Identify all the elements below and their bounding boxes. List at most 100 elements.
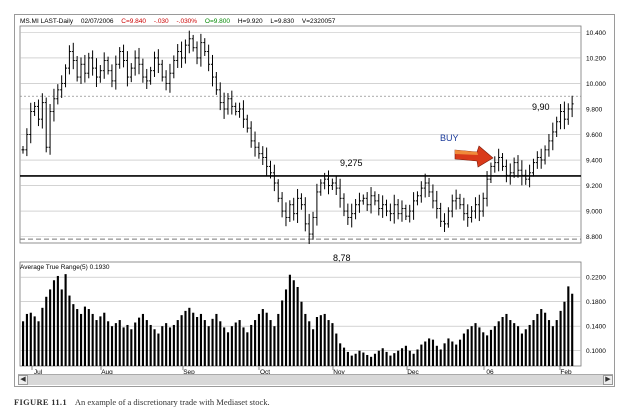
ohlc-bar	[377, 193, 381, 216]
atr-bar	[134, 322, 137, 366]
atr-bar	[428, 338, 431, 366]
ohlc-bar	[528, 164, 532, 188]
atr-panel: 0.1000 0.1400 0.1800 0.2200	[19, 261, 606, 367]
ohlc-bar	[501, 153, 505, 171]
atr-bar	[370, 356, 373, 366]
ohlc-bar	[531, 158, 535, 177]
ohlc-bar	[338, 178, 342, 208]
ohlc-bar	[454, 189, 458, 210]
ohlc-bar	[203, 38, 207, 56]
price-tick-label: 9.400	[586, 158, 603, 165]
atr-bar	[110, 326, 114, 366]
ohlc-bar	[160, 59, 164, 82]
atr-bar	[520, 333, 523, 366]
atr-bar	[571, 293, 574, 366]
atr-bar	[215, 313, 218, 366]
ohlc-bar	[44, 97, 48, 153]
atr-bar	[254, 320, 257, 366]
atr-bar	[56, 275, 59, 366]
atr-bar	[184, 310, 187, 366]
atr-bar	[404, 345, 407, 366]
ohlc-bar	[64, 64, 68, 88]
ohlc-bar	[149, 66, 153, 85]
ohlc-bar	[504, 159, 508, 183]
ohlc-bar	[489, 162, 493, 184]
atr-bar	[489, 329, 493, 366]
price-tick-label: 8.800	[586, 234, 603, 241]
ohlc-bar	[40, 93, 44, 129]
change-value: -.030	[153, 18, 169, 25]
ohlc-bar	[350, 203, 354, 228]
atr-bar	[555, 320, 558, 366]
atr-bar	[331, 323, 334, 366]
ohlc-bar	[543, 145, 547, 165]
annotation-878: 8,78	[333, 253, 351, 263]
ohlc-bar	[392, 194, 396, 224]
atr-bar	[544, 312, 547, 366]
atr-bar	[315, 317, 319, 366]
ohlc-bar	[106, 56, 110, 75]
atr-bar	[497, 321, 500, 366]
scroll-left-icon[interactable]: ◀	[18, 375, 28, 385]
atr-bar	[455, 344, 458, 366]
ohlc-bar	[79, 57, 83, 84]
ohlc-bar	[365, 192, 369, 211]
atr-bar	[196, 317, 199, 366]
atr-bar	[230, 326, 233, 366]
scroll-right-icon[interactable]: ▶	[603, 375, 613, 385]
atr-bar	[192, 312, 195, 366]
symbol-label: MS.MI LAST-Daily	[20, 18, 74, 25]
atr-bar	[64, 274, 67, 366]
price-tick-label: 10.400	[586, 30, 606, 37]
ohlc-bar	[234, 102, 238, 116]
atr-bar	[393, 353, 396, 366]
atr-bar	[493, 326, 496, 366]
atr-bar	[385, 351, 388, 366]
atr-bar	[87, 309, 90, 366]
atr-bar	[559, 310, 562, 366]
atr-bar	[288, 274, 291, 366]
annotation-990: 9,90	[532, 102, 550, 112]
ohlc-bar	[493, 156, 497, 173]
atr-bar	[165, 323, 168, 366]
ohlc-bar	[520, 160, 524, 186]
atr-bar	[532, 320, 535, 366]
x-tick-label: Oct	[260, 369, 270, 376]
atr-bar	[234, 322, 237, 366]
ohlc-bar	[176, 44, 180, 68]
atr-bar	[83, 306, 87, 366]
atr-bar	[95, 320, 98, 366]
atr-bar	[524, 329, 527, 366]
ohlc-bar	[71, 42, 75, 70]
ohlc-bar	[323, 172, 327, 190]
volume-value: V=2320057	[301, 18, 336, 25]
ohlc-bar	[249, 121, 253, 148]
atr-bar	[45, 296, 48, 366]
atr-bar	[509, 320, 512, 366]
price-tick-label: 10.200	[586, 55, 606, 62]
atr-bar	[443, 343, 446, 366]
atr-bar	[149, 324, 152, 366]
x-tick-label: Feb	[560, 369, 572, 376]
atr-bar	[447, 338, 450, 366]
ohlc-bar	[129, 63, 133, 83]
ohlc-bar	[195, 41, 199, 65]
ohlc-bar	[21, 145, 25, 154]
atr-bar	[99, 316, 102, 366]
atr-bar	[389, 355, 392, 366]
price-panel: 8.800 9.000 9.200 9.400 9.600 9.800 10.000 10.2…	[19, 25, 606, 263]
atr-bar	[319, 315, 322, 366]
atr-bar	[60, 289, 63, 366]
atr-bar	[400, 348, 404, 366]
figure-caption: FIGURE 11.1 An example of a discretionary…	[14, 397, 270, 407]
ohlc-bar	[25, 128, 29, 157]
atr-bar	[439, 349, 442, 366]
ohlc-bar	[431, 184, 435, 209]
horizontal-scrollbar[interactable]: ◀ ▶	[18, 374, 613, 385]
ohlc-bar	[292, 197, 296, 221]
atr-bar	[513, 323, 516, 366]
atr-tick-label: 0.1400	[586, 324, 606, 331]
atr-bar	[52, 280, 56, 366]
atr-bar	[462, 333, 465, 366]
ohlc-bar	[566, 103, 570, 125]
